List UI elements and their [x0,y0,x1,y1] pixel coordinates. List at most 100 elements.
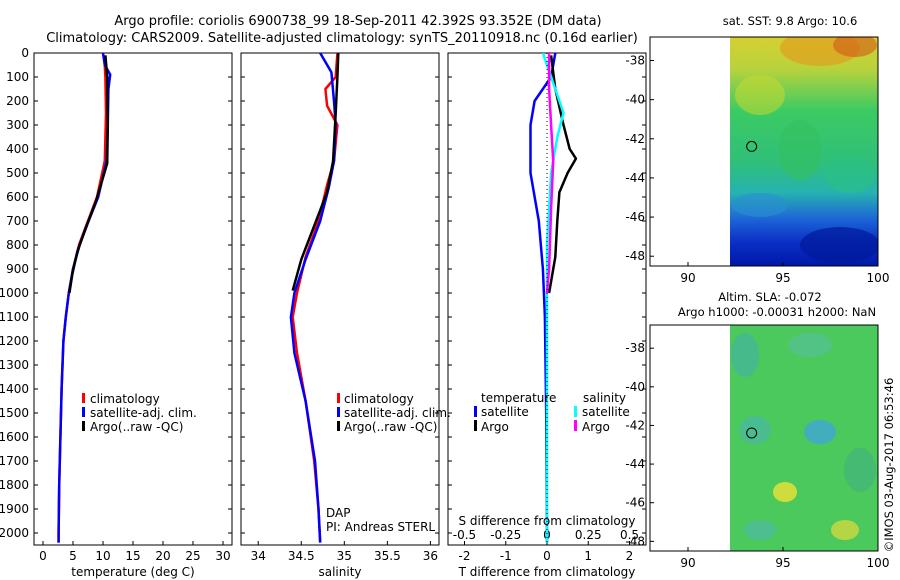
sst-patch [825,157,875,193]
x-tick-label: 5 [69,549,77,563]
map-x-tick-label: 95 [775,271,790,285]
legend-label: Argo(..raw -QC) [90,420,183,434]
legend-label: Argo(..raw -QC) [344,420,437,434]
legend-label: Argo [582,420,610,434]
difference-legend: temperature salinity satellite Argo sate… [474,391,630,434]
legend-label: climatology [90,392,160,406]
s-diff-tick-label: 0.5 [620,528,639,542]
x-tick-label: 36 [423,549,438,563]
x-tick-label: 20 [155,549,170,563]
depth-tick-label: 900 [6,262,29,276]
t-difference-xlabel: T difference from climatology [458,565,636,579]
temperature-legend: climatology satellite-adj. clim. Argo(..… [82,392,197,434]
legend-swatch-t-satellite [474,406,477,417]
map-y-tick-label: -40 [625,93,645,107]
depth-tick-label: 800 [6,238,29,252]
map-y-tick-label: -42 [625,132,645,146]
legend-title-temperature: temperature [481,391,556,405]
sla-patch [731,333,759,377]
x-tick-label: 34 [251,549,266,563]
sla-high-patch [773,482,797,502]
sst-map-frame [649,36,879,267]
imos-watermark: ©IMOS 03-Aug-2017 06:53:46 [882,378,896,553]
depth-tick-label: 1800 [0,478,29,492]
legend-label: satellite [582,405,630,419]
x-tick-label: 35.5 [374,549,401,563]
sla-heatmap [730,325,878,551]
legend-swatch-s-argo [574,420,577,431]
title-line-2: Climatology: CARS2009. Satellite-adjuste… [46,31,638,46]
x-tick-label: -2 [459,549,471,563]
profile-curves [57,53,578,543]
depth-tick-label: 500 [6,166,29,180]
s-difference-xlabel: S difference from climatology [459,514,636,528]
depth-tick-label: 1600 [0,430,29,444]
sst-patch [778,120,822,180]
map-y-tick-label: -48 [625,249,645,263]
legend-label: Argo [481,420,509,434]
depth-axis: 0 100 200 300 400 500 600 700 800 900 1000 1100 1200… [0,46,646,540]
map-x-tick-label: 95 [775,556,790,570]
sla-patch [739,416,771,444]
series-line [545,53,555,294]
map-y-tick-label: -46 [625,210,645,224]
x-tick-label: 34.5 [288,549,315,563]
sst-map-axes: 90 95 100 -38 -40 -42 -44 -46 -48 [625,53,889,285]
legend-swatch-satellite [82,407,85,417]
map-x-tick-label: 100 [867,271,890,285]
salinity-panel-frame [240,52,440,546]
depth-tick-label: 1200 [0,334,29,348]
depth-tick-label: 1300 [0,358,29,372]
map-y-tick-label: -48 [625,534,645,548]
sla-low-patch [804,420,836,444]
series-line [57,53,112,543]
s-diff-tick-label: -0.25 [490,528,521,542]
series-line [289,53,337,543]
series-line [541,53,565,543]
x-tick-label: -1 [500,549,512,563]
depth-tick-label: 1500 [0,406,29,420]
pi-label: PI: Andreas STERL [326,520,435,534]
legend-label: satellite [481,405,529,419]
series-line [547,55,578,294]
depth-tick-label: 1400 [0,382,29,396]
temperature-xlabel: temperature (deg C) [71,565,194,579]
depth-tick-label: 100 [6,70,29,84]
legend-swatch-s-satellite [574,406,577,417]
sst-heatmap [730,37,878,266]
legend-label: climatology [344,392,414,406]
legend-swatch-climatology [82,393,85,403]
x-tick-label: 30 [215,549,230,563]
legend-label: satellite-adj. clim. [344,406,451,420]
sla-patch [844,448,876,492]
depth-tick-label: 1900 [0,502,29,516]
x-tick-label: 2 [626,549,634,563]
sla-patch [744,520,776,540]
map-y-tick-label: -44 [625,171,645,185]
sla-patch [788,333,832,357]
salinity-xlabel: salinity [318,565,361,579]
legend-label: satellite-adj. clim. [90,406,197,420]
depth-tick-label: 0 [21,46,29,60]
temperature-profile-curves [57,53,112,543]
legend-swatch-satellite [337,407,340,417]
sst-patch [732,193,788,217]
depth-tick-label: 400 [6,142,29,156]
temperature-panel-frame [33,52,233,546]
depth-tick-label: 700 [6,214,29,228]
legend-swatch-climatology [337,393,340,403]
map-x-tick-label: 90 [680,556,695,570]
legend-swatch-t-argo [474,420,477,431]
legend-swatch-argo [337,421,340,431]
s-diff-tick-label: 0.25 [575,528,602,542]
map-y-tick-label: -46 [625,496,645,510]
x-tick-label: 10 [95,549,110,563]
salinity-profile-curves [289,53,340,543]
sst-cold-patch [800,227,878,263]
depth-tick-label: 2000 [0,526,29,540]
legend-title-salinity: salinity [583,391,626,405]
map-y-tick-label: -38 [625,341,645,355]
map-x-tick-label: 90 [680,271,695,285]
